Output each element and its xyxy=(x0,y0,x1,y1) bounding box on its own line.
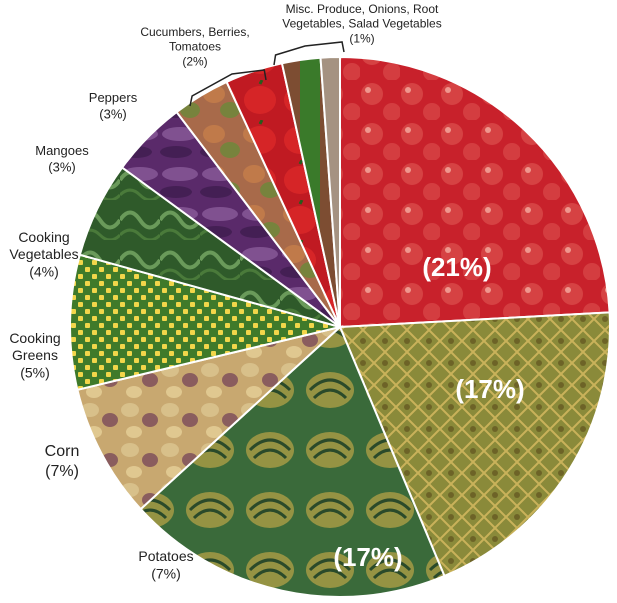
label-line: Potatoes xyxy=(138,548,193,564)
label-value: (3%) xyxy=(48,159,75,174)
label-value: (2%) xyxy=(182,54,207,68)
label-line: Vegetables, Salad Vegetables xyxy=(282,16,441,30)
label-pineapples-value: (17%) xyxy=(455,374,524,404)
label-line: Greens xyxy=(12,347,58,363)
label-line: Mangoes xyxy=(35,143,89,158)
label-peppers: Peppers (3%) xyxy=(89,90,138,121)
slice-apples xyxy=(339,55,611,329)
label-line: Misc. Produce, Onions, Root xyxy=(286,2,439,16)
label-potatoes: Potatoes (7%) xyxy=(138,548,193,582)
label-cucumbers-berries-tomatoes: Cucumbers, Berries, Tomatoes (2%) xyxy=(140,25,249,68)
slice-pineapples xyxy=(338,311,611,578)
label-brackets xyxy=(189,41,345,107)
label-value: (7%) xyxy=(45,463,79,480)
label-line: Cooking xyxy=(18,229,69,245)
label-value: (5%) xyxy=(20,364,50,380)
label-value: (7%) xyxy=(151,566,181,582)
label-value: (4%) xyxy=(29,263,59,279)
label-corn: Corn (7%) xyxy=(45,443,80,480)
bracket-cucumbers-berries-tomatoes xyxy=(189,69,267,107)
slice-misc xyxy=(319,55,341,328)
label-line: Cooking xyxy=(9,330,60,346)
label-apples-value: (21%) xyxy=(422,252,491,282)
label-misc: Misc. Produce, Onions, Root Vegetables, S… xyxy=(282,2,441,45)
slice-squash xyxy=(139,325,446,598)
label-cooking-vegetables: Cooking Vegetables (4%) xyxy=(9,229,78,279)
slice-potatoes xyxy=(76,325,344,511)
slice-corn xyxy=(69,253,344,391)
label-line: Vegetables xyxy=(9,246,78,262)
label-line: Tomatoes xyxy=(169,39,221,53)
label-squash-value: (17%) xyxy=(333,542,402,572)
bracket-misc xyxy=(273,41,345,66)
label-cooking-greens: Cooking Greens (5%) xyxy=(9,330,60,380)
label-line: Cucumbers, Berries, xyxy=(140,25,249,39)
label-value: (1%) xyxy=(349,31,374,45)
label-line: Corn xyxy=(45,443,80,460)
label-value: (3%) xyxy=(99,106,126,121)
pie-labels: (21%) (17%) (17%) Potatoes (7%) Corn (7%) Cooki… xyxy=(9,2,524,582)
label-mangoes: Mangoes (3%) xyxy=(35,143,89,174)
pie-slices xyxy=(69,55,611,598)
label-line: Peppers xyxy=(89,90,138,105)
